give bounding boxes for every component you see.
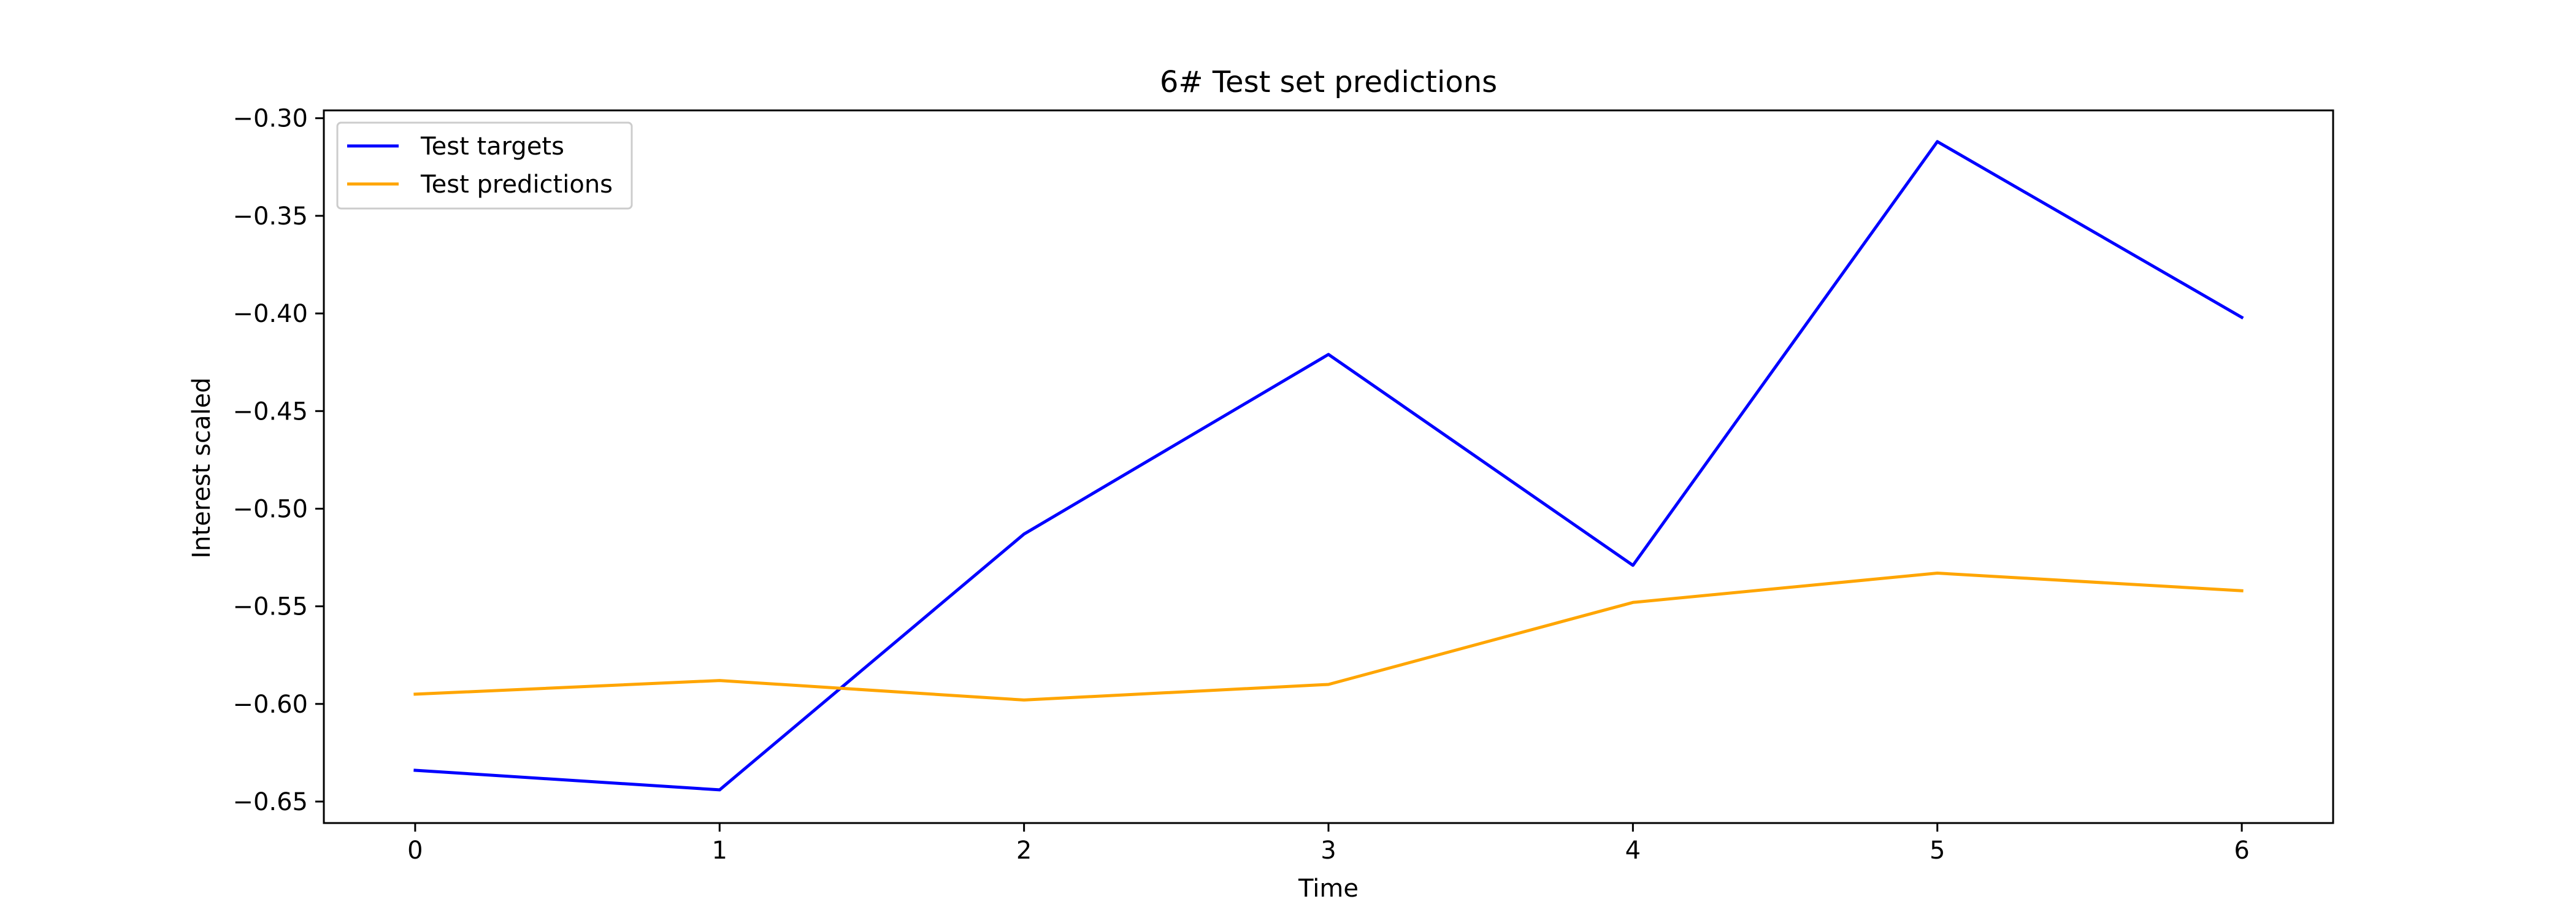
series-line-2 xyxy=(413,572,2244,702)
y-tick-label: −0.45 xyxy=(232,397,308,426)
x-tick-label: 6 xyxy=(2234,837,2249,865)
y-tick-label: −0.30 xyxy=(232,105,308,133)
y-tick-label: −0.60 xyxy=(232,691,308,719)
x-tick-label: 2 xyxy=(1016,837,1032,865)
legend-box xyxy=(336,121,633,210)
x-tick-label: 4 xyxy=(1625,837,1641,865)
legend-label-2: Test predictions xyxy=(420,170,613,199)
x-tick-label: 5 xyxy=(1930,837,1945,865)
y-tick-label: −0.50 xyxy=(232,495,308,523)
y-tick-label: −0.55 xyxy=(232,593,308,621)
x-tick-label: 3 xyxy=(1321,837,1336,865)
y-axis-label: Interest scaled xyxy=(188,377,216,558)
y-tick-label: −0.40 xyxy=(232,300,308,328)
y-tick-label: −0.65 xyxy=(232,788,308,816)
x-tick-label: 1 xyxy=(712,837,727,865)
series-line-1 xyxy=(413,140,2244,792)
legend: Test targets Test predictions xyxy=(336,121,633,210)
legend-label-1: Test targets xyxy=(420,132,564,161)
y-tick-label: −0.35 xyxy=(232,202,308,231)
x-tick-label: 0 xyxy=(407,837,423,865)
plot-area: 0 1 2 3 4 5 6 −0.30 −0.35 −0.40 −0.45 −0.50 −0.55 −0.… xyxy=(232,105,2334,865)
x-axis-label: Time xyxy=(1298,875,1359,903)
chart-title: 6# Test set predictions xyxy=(1160,65,1497,99)
